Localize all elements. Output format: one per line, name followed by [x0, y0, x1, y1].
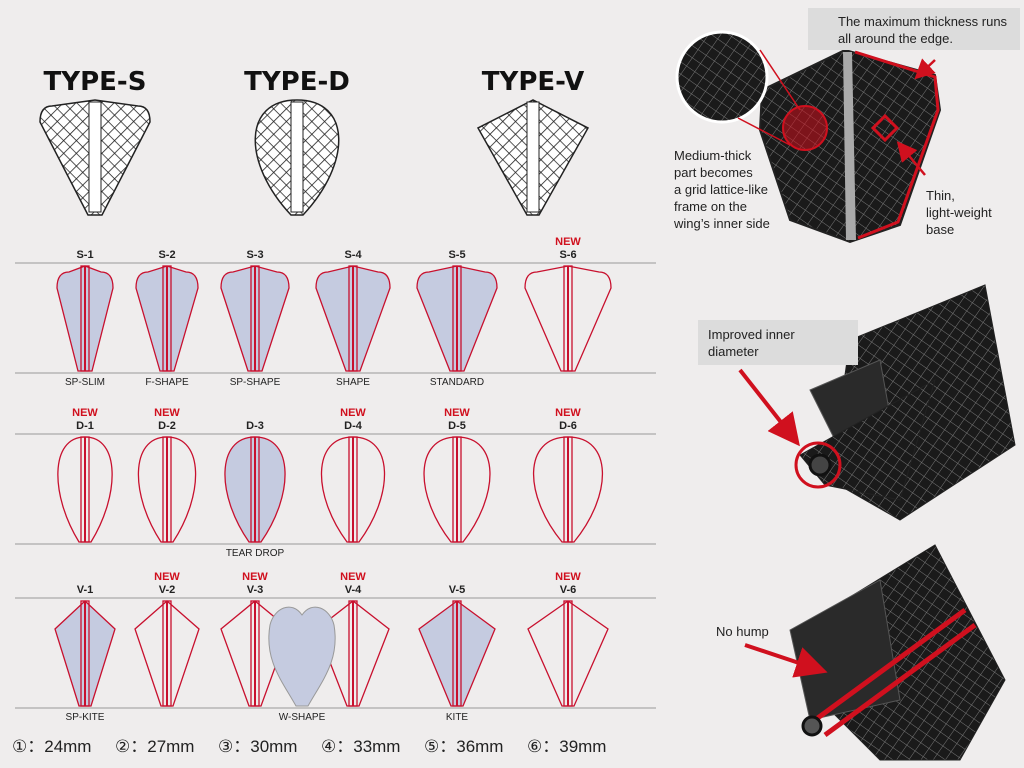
code: D-6: [559, 420, 577, 432]
code: S-1: [76, 249, 93, 261]
code: D-2: [158, 420, 176, 432]
type-label: TYPE-V: [482, 67, 584, 97]
note-line: a grid lattice-like: [674, 182, 768, 197]
note-box: [808, 8, 1020, 50]
new-badge: NEW: [340, 407, 366, 419]
code: V-6: [560, 584, 577, 596]
note-text: The maximum thickness runs all around the…: [838, 14, 1008, 46]
shaft: [526, 101, 540, 213]
shape-name: SP-SHAPE: [230, 377, 281, 388]
shape-name: W-SHAPE: [279, 712, 326, 723]
new-badge: NEW: [154, 407, 180, 419]
type-label: TYPE-S: [44, 67, 147, 97]
new-badge: NEW: [444, 407, 470, 419]
shape-name: F-SHAPE: [145, 377, 189, 388]
shaft: [88, 101, 102, 213]
shape-name: SP-SLIM: [65, 377, 105, 388]
new-badge: NEW: [555, 407, 581, 419]
flight-shape: [524, 265, 612, 372]
note-line: base: [926, 222, 954, 237]
size-legend: ②：27mm: [115, 737, 194, 756]
annotations: The maximum thickness runs all around the…: [673, 14, 1008, 639]
new-badge: NEW: [555, 571, 581, 583]
note-line: diameter: [708, 344, 759, 359]
code: D-1: [76, 420, 94, 432]
shape-name: SHAPE: [336, 377, 370, 388]
note-text: Medium-thick part becomes a grid lattice-l…: [673, 148, 770, 231]
new-badge: NEW: [242, 571, 268, 583]
note-line: The maximum thickness runs: [838, 14, 1008, 29]
code: D-3: [246, 420, 264, 432]
photo-middle: [738, 284, 1016, 521]
code: S-4: [344, 249, 362, 261]
photo-top: [675, 30, 942, 244]
new-badge: NEW: [154, 571, 180, 583]
shape-name: STANDARD: [430, 377, 484, 388]
size-legend: ⑥：39mm: [527, 737, 606, 756]
note-text: No hump: [716, 624, 769, 639]
size-legend: ④：33mm: [321, 737, 400, 756]
note-line: frame on the: [674, 199, 747, 214]
shape-name: KITE: [446, 712, 469, 723]
flight-shape: [268, 606, 336, 707]
code: V-3: [247, 584, 264, 596]
code: V-2: [159, 584, 176, 596]
note-line: No hump: [716, 624, 769, 639]
note-line: Medium-thick: [674, 148, 752, 163]
code: S-5: [448, 249, 465, 261]
type-label: TYPE-D: [244, 67, 350, 97]
note-line: Thin,: [926, 188, 955, 203]
code: V-1: [77, 584, 94, 596]
note-line: Improved inner: [708, 327, 795, 342]
code: V-5: [449, 584, 466, 596]
note-line: part becomes: [674, 165, 753, 180]
shape-name: TEAR DROP: [226, 548, 285, 559]
code: S-6: [559, 249, 576, 261]
photo-bottom: [744, 544, 1006, 761]
note-text: Improved inner diameter: [708, 327, 795, 359]
note-text: Thin, light-weight base: [926, 188, 992, 237]
shaft: [290, 101, 304, 213]
code: D-4: [344, 420, 363, 432]
size-legend: ①：24mm: [12, 737, 91, 756]
note-line: light-weight: [926, 205, 992, 220]
note-box: [698, 320, 858, 365]
note-line: wing’s inner side: [673, 216, 770, 231]
code: D-5: [448, 420, 466, 432]
size-legend: ⑤：36mm: [424, 737, 503, 756]
shape-name: SP-KITE: [66, 712, 105, 723]
note-line: all around the edge.: [838, 31, 953, 46]
code: S-3: [246, 249, 263, 261]
new-badge: NEW: [340, 571, 366, 583]
size-legend: ③：30mm: [218, 737, 297, 756]
code: V-4: [345, 584, 362, 596]
new-badge: NEW: [555, 236, 581, 248]
code: S-2: [158, 249, 175, 261]
new-badge: NEW: [72, 407, 98, 419]
